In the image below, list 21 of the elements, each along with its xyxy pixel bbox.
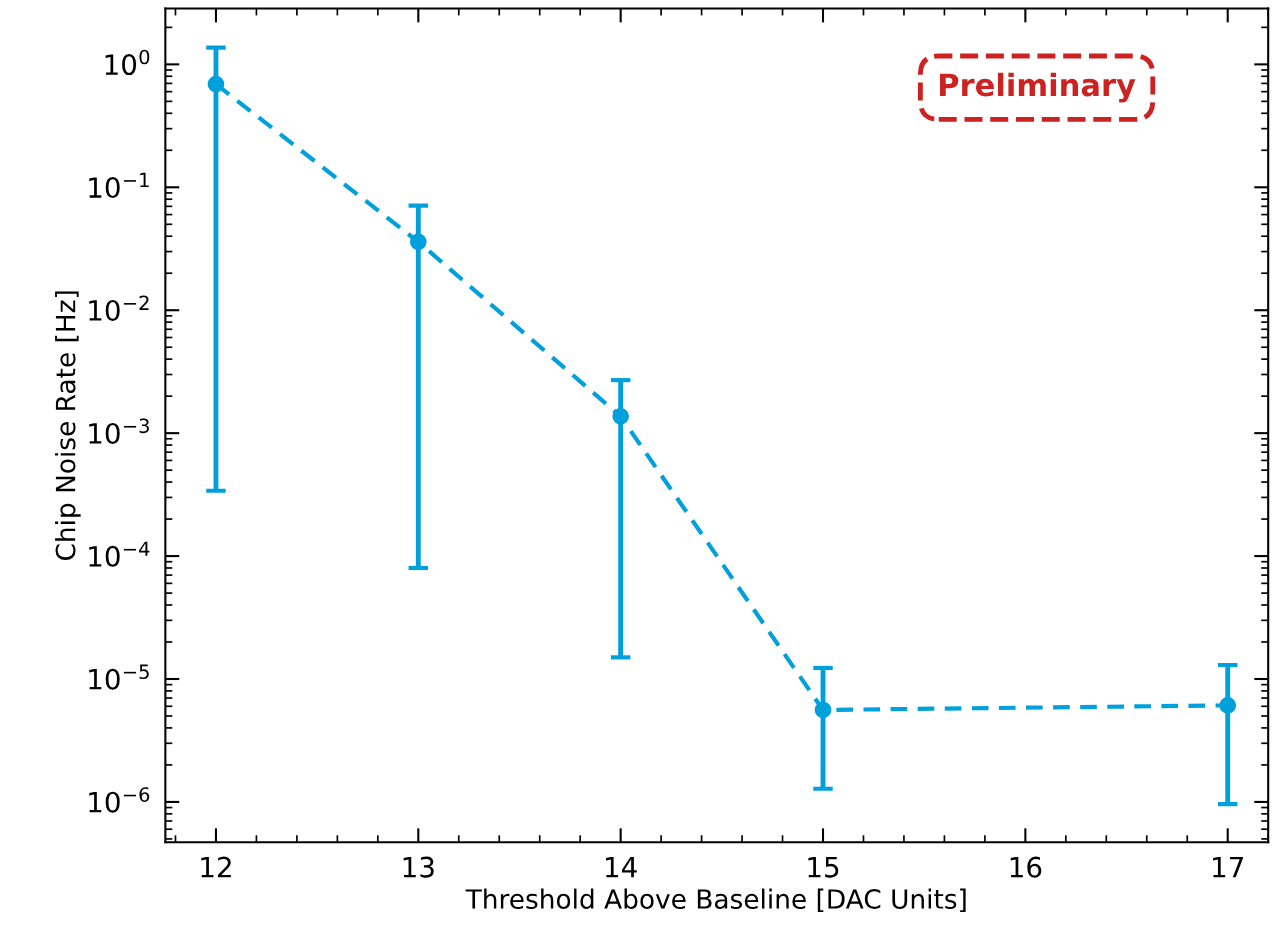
y-tick-label: 10$^{−6}$ (89, 787, 150, 813)
y-tick-label: 10$^{−1}$ (89, 172, 149, 199)
point (1219, 697, 1237, 714)
point (814, 701, 832, 719)
x-tick-label: 12 (201, 856, 231, 878)
x-tick-label: 15 (808, 856, 839, 878)
point (207, 75, 225, 93)
annotation: Preliminary (939, 72, 1136, 103)
x-tick-label: 14 (606, 856, 637, 878)
x-tick-label: 13 (403, 856, 434, 878)
x-tick-label: 16 (1010, 856, 1042, 878)
y-tick-label: 10$^{−2}$ (89, 295, 149, 321)
point (409, 233, 427, 251)
y-tick-label: 10$^{0}$ (105, 49, 150, 76)
x-axis-title: Threshold Above Baseline [DAC Units] (465, 888, 966, 913)
y-tick-label: 10$^{−5}$ (89, 664, 149, 690)
y-tick-label: 10$^{−4}$ (89, 541, 150, 567)
point (612, 408, 629, 425)
y-axis-title: Chip Noise Rate [Hz] (55, 291, 81, 561)
y-tick-label: 10$^{−3}$ (89, 418, 149, 444)
x-tick-label: 17 (1213, 856, 1244, 878)
